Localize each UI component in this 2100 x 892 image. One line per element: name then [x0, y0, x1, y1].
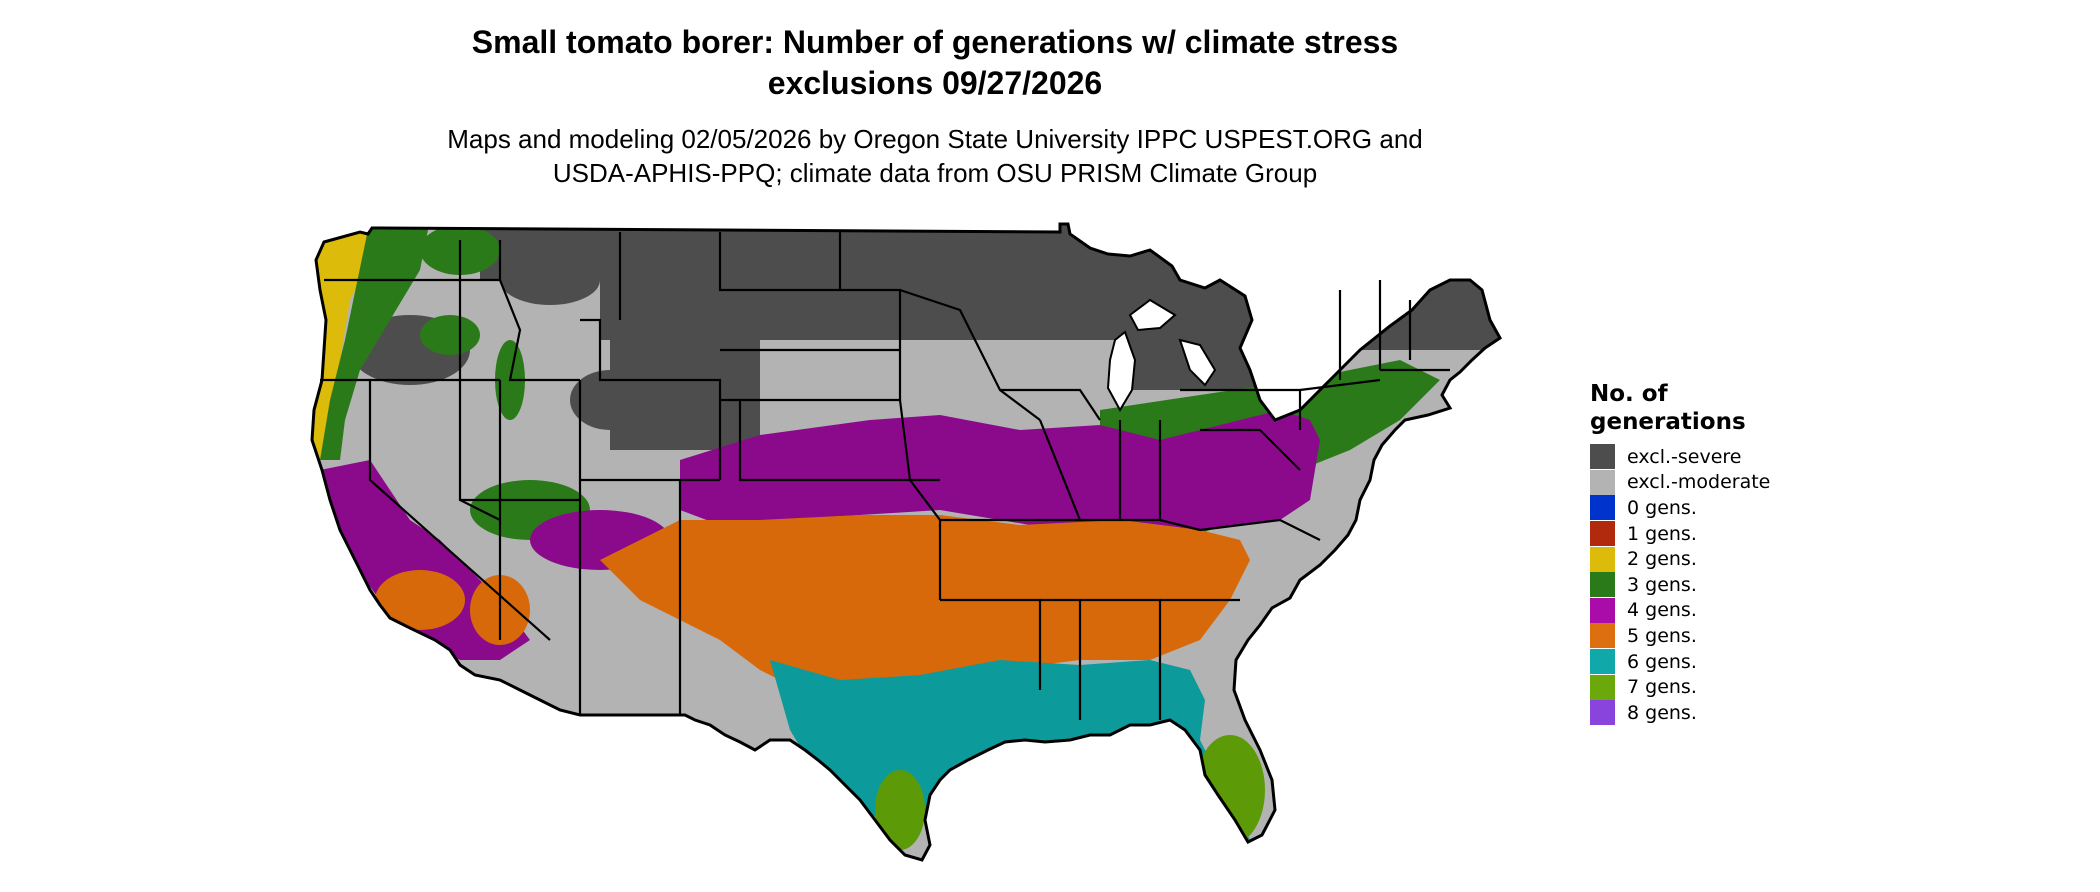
legend-swatch-excl-severe: [1590, 444, 1615, 470]
legend-item-2-gens: 2 gens.: [1590, 546, 1770, 572]
legend-label-excl-moderate: excl.-moderate: [1627, 471, 1771, 494]
legend-item-excl-severe: excl.-severe: [1590, 444, 1770, 470]
us-generations-map: [310, 222, 1502, 862]
legend-swatch-3-gens: [1590, 572, 1615, 598]
title-line-1: Small tomato borer: Number of generation…: [471, 24, 1399, 60]
legend-label-5-gens: 5 gens.: [1627, 624, 1697, 647]
legend-label-2-gens: 2 gens.: [1627, 548, 1697, 571]
legend-item-0-gens: 0 gens.: [1590, 495, 1770, 521]
legend-label-excl-severe: excl.-severe: [1627, 445, 1742, 468]
title-line-2: exclusions 09/27/2026: [767, 65, 1103, 101]
legend-label-4-gens: 4 gens.: [1627, 599, 1697, 622]
legend-label-6-gens: 6 gens.: [1627, 650, 1697, 673]
legend-item-8-gens: 8 gens.: [1590, 700, 1770, 726]
legend-item-1-gens: 1 gens.: [1590, 521, 1770, 547]
legend-swatch-8-gens: [1590, 700, 1615, 726]
map-title: Small tomato borer: Number of generation…: [0, 22, 1870, 104]
legend-item-excl-moderate: excl.-moderate: [1590, 469, 1771, 496]
legend-label-0-gens: 0 gens.: [1627, 496, 1697, 519]
legend-swatch-4-gens: [1590, 597, 1615, 623]
subtitle-line-1: Maps and modeling 02/05/2026 by Oregon S…: [447, 124, 1423, 154]
legend-label-1-gens: 1 gens.: [1627, 522, 1697, 545]
map-subtitle: Maps and modeling 02/05/2026 by Oregon S…: [0, 122, 1870, 190]
legend-item-5-gens: 5 gens.: [1590, 623, 1770, 649]
legend: No. of generations excl.-severe excl.-mo…: [1590, 380, 1770, 726]
legend-item-6-gens: 6 gens.: [1590, 649, 1770, 675]
legend-label-8-gens: 8 gens.: [1627, 701, 1697, 724]
legend-label-7-gens: 7 gens.: [1627, 676, 1697, 699]
legend-item-4-gens: 4 gens.: [1590, 597, 1770, 624]
legend-swatch-0-gens: [1590, 495, 1615, 521]
legend-swatch-excl-moderate: [1590, 469, 1615, 495]
legend-swatch-6-gens: [1590, 649, 1615, 675]
legend-item-7-gens: 7 gens.: [1590, 674, 1770, 700]
legend-swatch-1-gens: [1590, 521, 1615, 547]
legend-swatch-5-gens: [1590, 623, 1615, 649]
legend-swatch-2-gens: [1590, 546, 1615, 572]
legend-swatch-7-gens: [1590, 674, 1615, 700]
legend-items: excl.-severe excl.-moderate 0 gens. 1 ge…: [1590, 444, 1770, 726]
legend-label-3-gens: 3 gens.: [1627, 573, 1697, 596]
legend-title: No. of generations: [1590, 381, 1746, 435]
subtitle-line-2: USDA-APHIS-PPQ; climate data from OSU PR…: [552, 158, 1318, 188]
legend-item-3-gens: 3 gens.: [1590, 572, 1770, 598]
